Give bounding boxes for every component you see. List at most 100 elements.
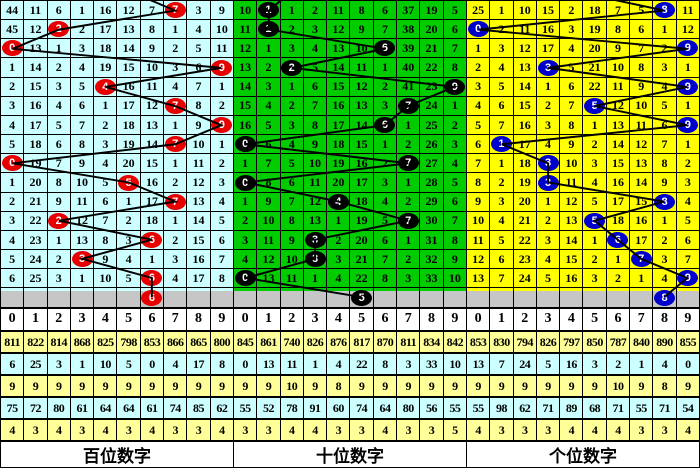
grid-cell: 13 (327, 39, 350, 58)
stat-cell: 3 (327, 420, 350, 440)
grid-cell: 2 (373, 77, 397, 96)
stat-cell: 5 (117, 354, 140, 374)
grid-cell: 5 (490, 230, 513, 250)
drawn-number-circle: 0 (467, 21, 489, 38)
grid-cell: 17 (187, 269, 210, 288)
grid-cell: 12 (117, 1, 140, 20)
grid-cell: 7 (443, 39, 466, 58)
grid-cell: 3 (187, 1, 210, 20)
stat-cell: 80 (47, 398, 70, 418)
grid-cell: 5 (630, 1, 653, 20)
grid-cell: 3 (536, 115, 560, 135)
grid-cell: 9 (140, 39, 164, 58)
grid-cell: 13 (70, 230, 94, 250)
grid-cell: 13 (117, 20, 140, 39)
grid-cell: 7 (70, 115, 94, 135)
grid-cell: 6 (560, 77, 583, 96)
stat-cell: 25 (24, 354, 47, 374)
digit-header-cell: 8 (187, 308, 210, 330)
grid-cell: 3 (327, 250, 350, 269)
stat-cell: 5 (443, 420, 466, 440)
grid-cell: 1 (280, 1, 303, 20)
grid-cell (117, 288, 140, 307)
digit-header-cell: 7 (164, 308, 187, 330)
grid-cell: 4 (210, 192, 233, 211)
grid-cell: 5 (47, 115, 70, 135)
grid-cell: 10 (280, 250, 303, 269)
grid-cell: 20 (327, 173, 350, 192)
grid-cell: 8 (94, 230, 117, 250)
digit-header-cell: 2 (280, 308, 303, 330)
grid-cell (630, 288, 653, 307)
stat-cell: 9 (630, 376, 653, 396)
digit-header-cell: 3 (303, 308, 327, 330)
grid-cell: 4 (490, 58, 513, 77)
stat-row: 811 822 814 868 825 798 853 866 865 800 (1, 330, 233, 352)
grid-cell: 7 (560, 96, 583, 115)
grid-cell: 45 (1, 20, 24, 39)
grid-cell: 1 (70, 1, 94, 20)
drawn-number-circle: 6 (141, 232, 163, 249)
grid-cell: 1 (210, 77, 233, 96)
grid-cell: 12 (350, 77, 373, 96)
drawn-number-circle: 6 (141, 270, 163, 287)
stat-cell: 4 (653, 354, 676, 374)
grid-cell: 7 (47, 154, 70, 173)
drawn-number-circle: 8 (654, 289, 676, 306)
panel-label-tens: 十位数字 (234, 440, 466, 467)
grid-cell: 3 (94, 135, 117, 154)
grid-cell: 6 (443, 20, 466, 39)
stat-cell: 74 (350, 398, 373, 418)
stat-cell: 3 (47, 354, 70, 374)
grid-cell: 0 (234, 269, 257, 288)
grid-cell: 15 (140, 154, 164, 173)
grid-cell: 20 (24, 173, 47, 192)
grid-cell: 8 (443, 230, 466, 250)
panel-label-hundreds: 百位数字 (1, 440, 233, 467)
drawn-number-circle: 9 (444, 78, 466, 95)
stat-row: 55 52 78 91 60 74 64 80 56 55 (234, 396, 466, 418)
stat-cell: 10 (280, 376, 303, 396)
grid-cell: 6 (70, 96, 94, 115)
grid-cell: 2 (117, 211, 140, 230)
drawn-number-circle: 3 (537, 59, 559, 76)
stat-cell: 9 (513, 376, 536, 396)
grid-cell: 14 (630, 173, 653, 192)
grid-cell: 22 (513, 230, 536, 250)
grid-cell: 13 (187, 192, 210, 211)
grid-cell: 9 (280, 230, 303, 250)
drawn-number-circle: 2 (48, 21, 70, 38)
grid-cell: 10 (94, 269, 117, 288)
grid-cell: 16 (187, 250, 210, 269)
grid-cell: 1 (1, 173, 24, 192)
grid-cell: 8 (467, 173, 490, 192)
drawn-number-circle: 6 (141, 289, 163, 306)
grid-cell: 7 (164, 1, 187, 20)
stat-cell: 861 (257, 332, 280, 352)
grid-cell: 2 (583, 250, 606, 269)
grid-cell: 19 (350, 211, 373, 230)
grid-cell: 12 (24, 20, 47, 39)
grid-cell: 9 (257, 192, 280, 211)
grid-cell: 10 (70, 173, 94, 192)
grid-cell: 2 (234, 211, 257, 230)
grid-cell: 1 (257, 39, 280, 58)
stat-cell: 71 (653, 398, 676, 418)
grid-cell: 9 (653, 173, 676, 192)
stat-cell: 85 (187, 398, 210, 418)
drawn-number-circle: 5 (118, 174, 140, 191)
drawn-number-circle: 0 (234, 270, 256, 287)
digit-header-cell: 6 (606, 308, 630, 330)
stat-cell: 55 (234, 398, 257, 418)
grid-cell (513, 288, 536, 307)
grid-cell: 2 (397, 250, 420, 269)
grid-cell: 5 (280, 154, 303, 173)
grid-cell: 5 (536, 269, 560, 288)
grid-cell: 13 (234, 58, 257, 77)
grid-cell: 1 (606, 250, 630, 269)
grid-cell: 2 (70, 20, 94, 39)
stat-row: 0 13 11 1 4 22 8 3 33 10 (234, 352, 466, 374)
stat-cell: 3 (397, 420, 420, 440)
grid-cell: 7 (676, 250, 699, 269)
drawn-number-circle: 1 (490, 136, 512, 153)
